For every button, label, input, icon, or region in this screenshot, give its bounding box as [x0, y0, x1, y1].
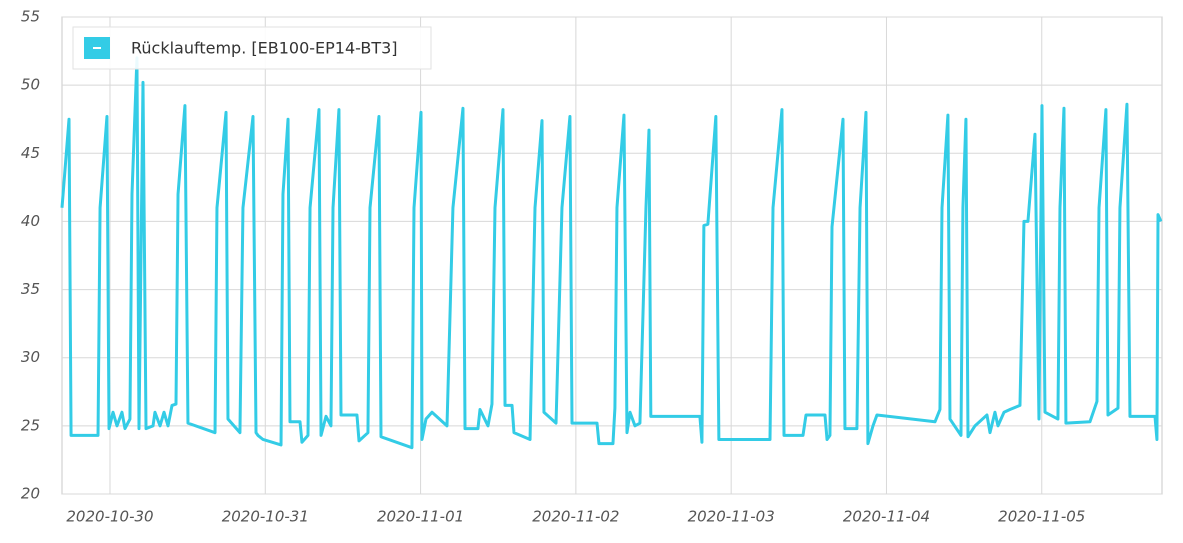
- legend: Rücklauftemp. [EB100-EP14-BT3]: [72, 26, 432, 70]
- y-tick-label: 40: [21, 212, 40, 230]
- y-tick-label: 35: [21, 280, 40, 298]
- x-tick-label: 2020-11-01: [377, 508, 464, 526]
- y-tick-label: 20: [21, 485, 40, 503]
- series-lines: [60, 56, 1163, 450]
- x-tick-label: 2020-10-31: [222, 508, 309, 526]
- y-tick-label: 45: [21, 144, 40, 162]
- y-tick-label: 30: [21, 348, 40, 366]
- y-tick-label: 25: [21, 416, 40, 434]
- legend-label[interactable]: Rücklauftemp. [EB100-EP14-BT3]: [131, 39, 398, 58]
- x-tick-label: 2020-11-02: [532, 508, 619, 526]
- x-tick-label: 2020-11-03: [688, 508, 775, 526]
- x-tick-label: 2020-11-04: [843, 508, 930, 526]
- y-tick-label: 55: [21, 8, 40, 26]
- y-tick-label: 50: [21, 76, 40, 94]
- series-line: [60, 56, 1163, 450]
- legend-box: [72, 26, 432, 70]
- x-tick-label: 2020-11-05: [998, 508, 1085, 526]
- x-tick-label: 2020-10-30: [66, 508, 153, 526]
